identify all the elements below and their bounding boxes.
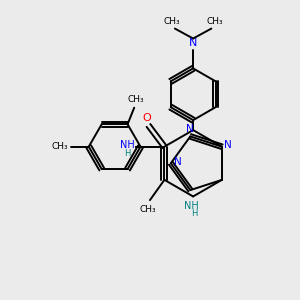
Text: CH₃: CH₃ [163,17,180,26]
Text: NH: NH [184,201,199,211]
Text: N: N [189,38,197,49]
Text: N: N [224,140,232,150]
Text: CH₃: CH₃ [128,95,144,104]
Text: CH₃: CH₃ [206,17,223,26]
Text: CH₃: CH₃ [140,205,157,214]
Text: N: N [174,157,182,166]
Text: CH₃: CH₃ [52,142,68,151]
Text: O: O [142,113,151,123]
Text: NH: NH [119,140,134,150]
Text: H: H [124,149,130,158]
Text: N: N [186,124,194,134]
Text: H: H [192,209,198,218]
